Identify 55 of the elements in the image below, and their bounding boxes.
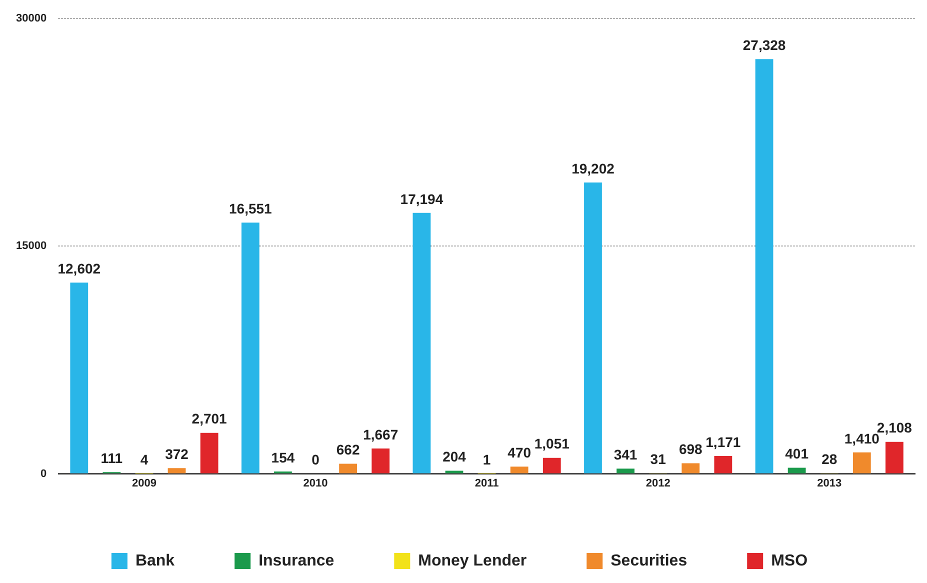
data-label: 154 <box>271 449 295 466</box>
x-tick-label: 2012 <box>646 477 670 490</box>
data-label: 470 <box>508 444 532 461</box>
data-label: 341 <box>614 446 638 462</box>
bar <box>885 442 904 474</box>
data-label: 1,051 <box>534 436 570 452</box>
data-label: 27,328 <box>742 37 786 54</box>
bar <box>714 456 732 474</box>
data-label: 28 <box>822 451 838 468</box>
data-label: 662 <box>336 442 360 458</box>
bar <box>200 432 218 474</box>
legend-label: MSO <box>771 552 808 570</box>
bar <box>445 470 464 474</box>
data-label: 1,171 <box>706 434 741 450</box>
bar <box>852 452 871 474</box>
x-tick-label: 2011 <box>474 477 499 490</box>
data-label: 12,602 <box>58 260 101 276</box>
x-tick-label: 2013 <box>817 477 842 490</box>
data-label: 4 <box>140 452 148 468</box>
data-label: 0 <box>312 452 320 468</box>
data-label: 19,202 <box>572 160 615 176</box>
y-tick-label: 0 <box>40 468 47 480</box>
data-label: 698 <box>678 441 703 458</box>
bar <box>168 468 186 474</box>
legend-label: Insurance <box>258 552 334 570</box>
legend-label: Money Lender <box>418 552 527 570</box>
data-label: 16,551 <box>229 200 272 217</box>
bar <box>584 182 602 474</box>
bar <box>339 464 358 474</box>
bar <box>682 463 700 474</box>
data-label: 372 <box>165 446 189 462</box>
bar <box>542 458 561 474</box>
bar <box>70 282 88 474</box>
bar <box>241 222 260 474</box>
x-tick-label: 2010 <box>303 477 328 490</box>
data-label: 1,667 <box>363 426 398 442</box>
bar <box>412 212 431 474</box>
data-label: 17,194 <box>400 190 444 207</box>
legend-label: Bank <box>135 552 175 570</box>
data-label: 2,108 <box>876 420 912 436</box>
data-label: 401 <box>785 446 809 462</box>
bar <box>755 59 774 474</box>
data-label: 31 <box>650 451 666 468</box>
legend-label: Securities <box>610 552 688 570</box>
bar <box>788 468 806 474</box>
data-label: 1 <box>482 452 491 468</box>
y-tick-label: 30000 <box>16 12 47 25</box>
data-label: 204 <box>442 448 466 465</box>
data-label: 111 <box>100 450 123 466</box>
bar <box>510 466 528 474</box>
y-tick-label: 15000 <box>16 240 47 252</box>
bar <box>372 448 390 474</box>
bar <box>616 468 634 474</box>
x-tick-label: 2009 <box>132 477 156 490</box>
data-label: 2,701 <box>192 410 228 427</box>
